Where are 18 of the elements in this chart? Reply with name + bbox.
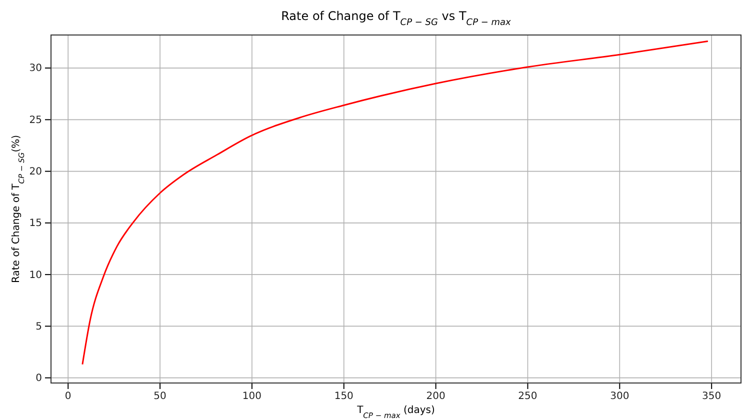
x-tick-label: 300 (610, 391, 630, 402)
y-tick-label: 5 (36, 321, 42, 332)
y-tick-label: 15 (29, 218, 42, 230)
x-tick-label: 0 (64, 391, 72, 402)
x-axis-title: T$_{CP − max}$ (days) (356, 405, 436, 419)
y-tick-label: 20 (29, 166, 42, 178)
y-tick-label: 10 (29, 270, 42, 281)
x-tick-label: 100 (242, 391, 262, 402)
chart-title: Rate of Change of T$_{CP − SG}$ vs T$_{CP − max}$ (281, 9, 512, 28)
x-tick-label: 250 (518, 391, 538, 402)
y-tick-label: 30 (29, 63, 42, 74)
x-tick-label: 200 (426, 391, 446, 402)
line-series (82, 40, 709, 366)
y-tick-label: 25 (29, 114, 42, 126)
x-tick-label: 50 (154, 391, 166, 402)
x-tick-label: 150 (334, 391, 354, 402)
x-tick-label: 350 (702, 391, 722, 402)
y-tick-label: 0 (36, 373, 42, 384)
